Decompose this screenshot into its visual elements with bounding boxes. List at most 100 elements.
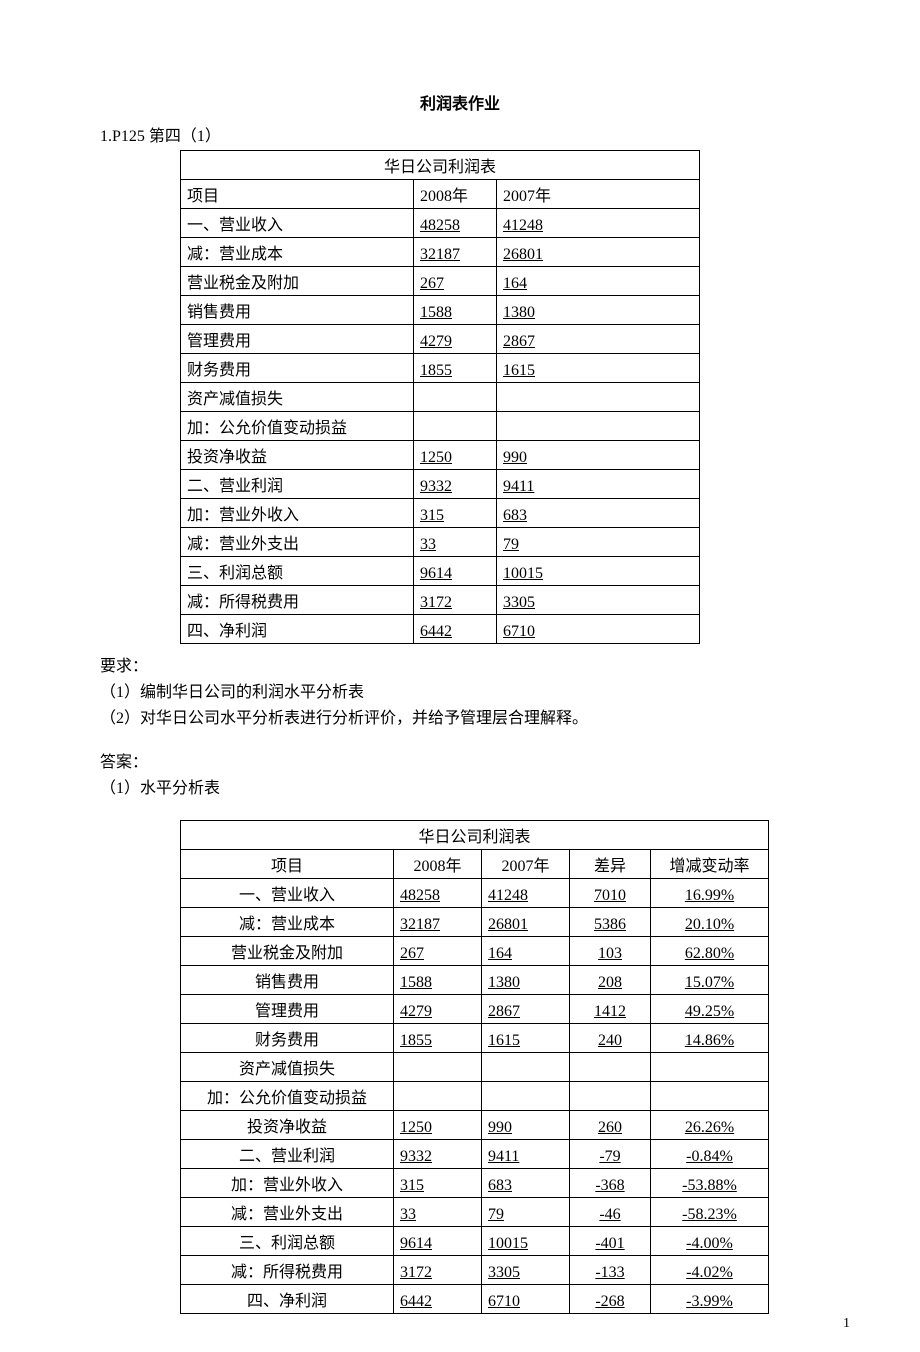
table-cell: 四、净利润 — [181, 615, 414, 644]
cell-value: 164 — [488, 945, 512, 962]
table-cell: 1855 — [414, 354, 497, 383]
table-cell: 20.10% — [651, 908, 769, 937]
table-row: 投资净收益125099026026.26% — [181, 1111, 769, 1140]
table-row: 减：营业外支出3379 — [181, 528, 700, 557]
table-cell: 26.26% — [651, 1111, 769, 1140]
table-cell: 营业税金及附加 — [181, 937, 394, 966]
table-cell: 2867 — [497, 325, 700, 354]
table-cell — [394, 1082, 482, 1111]
spacer — [100, 800, 820, 816]
cell-value: 6710 — [503, 623, 535, 640]
table-row: 加：公允价值变动损益 — [181, 1082, 769, 1111]
table-row: 加：营业外收入315683 — [181, 499, 700, 528]
table-row: 财务费用18551615 — [181, 354, 700, 383]
t2-head-2007: 2007年 — [482, 850, 570, 879]
t1-head-item: 项目 — [181, 180, 414, 209]
cell-value: 32187 — [400, 916, 440, 933]
t1-head-2007: 2007年 — [497, 180, 700, 209]
cell-value: 990 — [488, 1119, 512, 1136]
table-cell: -3.99% — [651, 1285, 769, 1314]
answer-sub: （1）水平分析表 — [100, 774, 820, 798]
cell-value: 267 — [420, 275, 444, 292]
table-cell — [482, 1053, 570, 1082]
table-cell: 3172 — [414, 586, 497, 615]
table-cell: 9411 — [497, 470, 700, 499]
table-cell: 资产减值损失 — [181, 1053, 394, 1082]
table-cell: 267 — [394, 937, 482, 966]
table-cell: 9411 — [482, 1140, 570, 1169]
cell-value: 33 — [400, 1206, 416, 1223]
table-cell: 41248 — [497, 209, 700, 238]
table-cell — [497, 412, 700, 441]
cell-value: 260 — [598, 1119, 622, 1136]
table-row: 二、营业利润93329411 — [181, 470, 700, 499]
table-cell: 减：营业外支出 — [181, 528, 414, 557]
table-row: 三、利润总额961410015 — [181, 557, 700, 586]
table-cell: 财务费用 — [181, 354, 414, 383]
table-cell: 1588 — [414, 296, 497, 325]
cell-value: 1588 — [400, 974, 432, 991]
cell-value: 1855 — [400, 1032, 432, 1049]
t2-head-2008: 2008年 — [394, 850, 482, 879]
cell-value: 14.86% — [685, 1032, 734, 1049]
cell-value: 10015 — [503, 565, 543, 582]
table-cell: 164 — [497, 267, 700, 296]
cell-value: 32187 — [420, 246, 460, 263]
cell-value: 240 — [598, 1032, 622, 1049]
table-row: 二、营业利润93329411-79-0.84% — [181, 1140, 769, 1169]
table-cell: 管理费用 — [181, 325, 414, 354]
table-cell: -268 — [570, 1285, 651, 1314]
cell-value: 3305 — [503, 594, 535, 611]
cell-value: 16.99% — [685, 887, 734, 904]
table-cell — [570, 1053, 651, 1082]
cell-value: 7010 — [594, 887, 626, 904]
table-row: 三、利润总额961410015-401-4.00% — [181, 1227, 769, 1256]
table-cell: 9332 — [414, 470, 497, 499]
table-row: 管理费用42792867 — [181, 325, 700, 354]
table-cell: 加：营业外收入 — [181, 499, 414, 528]
cell-value: 4279 — [400, 1003, 432, 1020]
table-cell: 9614 — [394, 1227, 482, 1256]
table-cell — [414, 412, 497, 441]
table-row: 一、营业收入4825841248701016.99% — [181, 879, 769, 908]
cell-value: 15.07% — [685, 974, 734, 991]
table-cell: 4279 — [394, 995, 482, 1024]
table-cell: 四、净利润 — [181, 1285, 394, 1314]
requirements-label: 要求： — [100, 652, 820, 676]
t2-head-rate: 增减变动率 — [651, 850, 769, 879]
requirement-1: （1）编制华日公司的利润水平分析表 — [100, 678, 820, 702]
table2-caption: 华日公司利润表 — [181, 821, 769, 850]
cell-value: 990 — [503, 449, 527, 466]
table-cell: 1380 — [482, 966, 570, 995]
table-row: 减：所得税费用31723305 — [181, 586, 700, 615]
cell-value: 62.80% — [685, 945, 734, 962]
cell-value: 315 — [420, 507, 444, 524]
cell-value: 79 — [503, 536, 519, 553]
table-cell: 6442 — [394, 1285, 482, 1314]
table-row: 减：所得税费用31723305-133-4.02% — [181, 1256, 769, 1285]
cell-value: 41248 — [488, 887, 528, 904]
table-cell: -4.02% — [651, 1256, 769, 1285]
table-cell: 10015 — [497, 557, 700, 586]
cell-value: 9614 — [400, 1235, 432, 1252]
table-cell: -53.88% — [651, 1169, 769, 1198]
table-cell: 3305 — [497, 586, 700, 615]
table-cell: 103 — [570, 937, 651, 966]
table-row: 资产减值损失 — [181, 1053, 769, 1082]
table-row: 减：营业外支出3379-46-58.23% — [181, 1198, 769, 1227]
table-cell: 4279 — [414, 325, 497, 354]
table-cell: -46 — [570, 1198, 651, 1227]
table-cell: 16.99% — [651, 879, 769, 908]
cell-value: 208 — [598, 974, 622, 991]
table-cell: 1250 — [414, 441, 497, 470]
table-cell: 32187 — [394, 908, 482, 937]
table-cell: 990 — [482, 1111, 570, 1140]
table-cell: 15.07% — [651, 966, 769, 995]
table-cell: 49.25% — [651, 995, 769, 1024]
table-cell: 5386 — [570, 908, 651, 937]
table-cell: 7010 — [570, 879, 651, 908]
table-cell: 6710 — [482, 1285, 570, 1314]
cell-value: -4.00% — [686, 1235, 733, 1252]
cell-value: 26.26% — [685, 1119, 734, 1136]
table-cell: 营业税金及附加 — [181, 267, 414, 296]
